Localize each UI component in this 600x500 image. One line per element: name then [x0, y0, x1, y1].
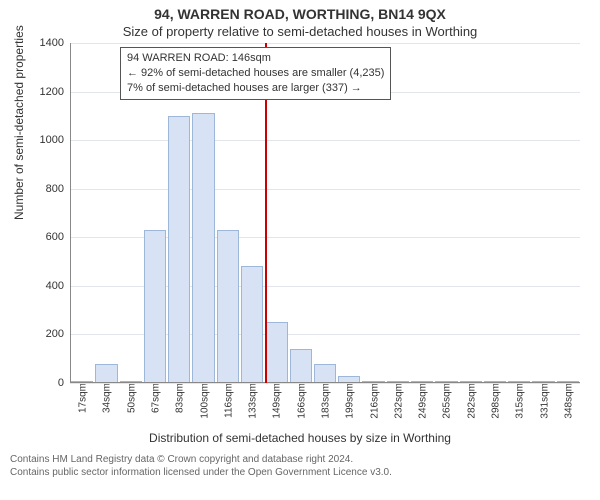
annotation-box: 94 WARREN ROAD: 146sqm← 92% of semi-deta… [120, 47, 391, 100]
annotation-line-2: ← 92% of semi-detached houses are smalle… [127, 66, 384, 81]
footer-line-2: Contains public sector information licen… [10, 466, 590, 479]
x-tick-label: 282sqm [464, 383, 477, 419]
x-axis-line [70, 382, 580, 383]
y-tick-label: 1400 [40, 37, 70, 49]
annotation-line-3: 7% of semi-detached houses are larger (3… [127, 81, 384, 96]
gridline [70, 383, 580, 384]
histogram-bar [217, 230, 239, 383]
x-tick-label: 199sqm [343, 383, 356, 419]
x-tick-label: 298sqm [489, 383, 502, 419]
chart-plot-area: 020040060080010001200140017sqm34sqm50sqm… [70, 43, 580, 383]
x-tick-label: 216sqm [367, 383, 380, 419]
x-tick-label: 265sqm [440, 383, 453, 419]
x-tick-label: 50sqm [124, 383, 137, 413]
x-tick-label: 331sqm [537, 383, 550, 419]
chart-subtitle: Size of property relative to semi-detach… [0, 22, 600, 43]
gridline [70, 189, 580, 190]
histogram-bar [265, 322, 287, 383]
histogram-bar [95, 364, 117, 383]
x-tick-label: 166sqm [294, 383, 307, 419]
y-tick-label: 400 [46, 280, 70, 292]
x-tick-label: 149sqm [270, 383, 283, 419]
x-tick-label: 348sqm [561, 383, 574, 419]
x-tick-label: 133sqm [246, 383, 259, 419]
histogram-bar [168, 116, 190, 383]
x-tick-label: 249sqm [416, 383, 429, 419]
x-tick-label: 315sqm [513, 383, 526, 419]
histogram-bar [144, 230, 166, 383]
chart-title: 94, WARREN ROAD, WORTHING, BN14 9QX [0, 0, 600, 22]
x-tick-label: 232sqm [391, 383, 404, 419]
x-tick-label: 83sqm [173, 383, 186, 413]
y-tick-label: 0 [58, 377, 70, 389]
histogram-bar [290, 349, 312, 383]
plot-region: 020040060080010001200140017sqm34sqm50sqm… [70, 43, 580, 383]
y-tick-label: 800 [46, 183, 70, 195]
footer-line-1: Contains HM Land Registry data © Crown c… [10, 453, 590, 466]
x-tick-label: 100sqm [197, 383, 210, 419]
y-axis-line [70, 43, 71, 383]
y-tick-label: 200 [46, 328, 70, 340]
y-axis-label: Number of semi-detached properties [12, 25, 26, 220]
x-tick-label: 17sqm [76, 383, 89, 413]
x-tick-label: 183sqm [319, 383, 332, 419]
footer-attribution: Contains HM Land Registry data © Crown c… [0, 445, 600, 479]
gridline [70, 43, 580, 44]
x-tick-label: 116sqm [221, 383, 234, 418]
gridline [70, 140, 580, 141]
histogram-bar [241, 266, 263, 383]
y-tick-label: 1000 [40, 134, 70, 146]
histogram-bar [314, 364, 336, 383]
y-tick-label: 1200 [40, 86, 70, 98]
y-tick-label: 600 [46, 231, 70, 243]
histogram-bar [192, 113, 214, 383]
annotation-line-1: 94 WARREN ROAD: 146sqm [127, 51, 384, 66]
x-tick-label: 34sqm [100, 383, 113, 413]
x-tick-label: 67sqm [149, 383, 162, 413]
